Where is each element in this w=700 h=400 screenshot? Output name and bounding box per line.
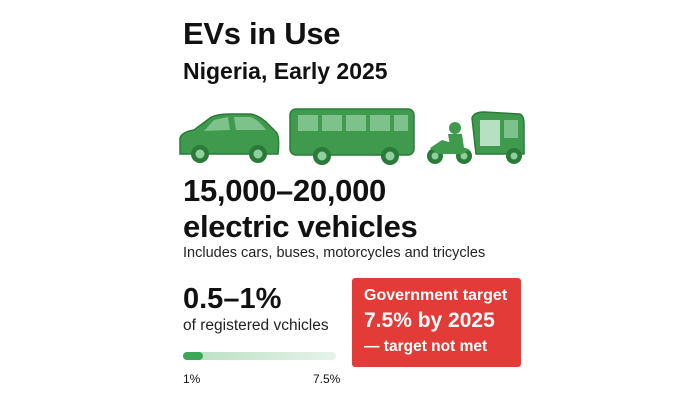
share-value: 0.5–1%	[183, 283, 282, 315]
motorcycle-icon	[427, 122, 472, 164]
includes-note: Includes cars, buses, motorcycles and tr…	[183, 245, 486, 261]
share-label: of registered vchicles	[183, 317, 329, 334]
ev-count-range: 15,000–20,000	[183, 173, 386, 208]
page-subtitle: Nigeria, Early 2025	[183, 58, 388, 84]
vehicle-illustrations	[179, 108, 525, 165]
progress-bar	[183, 352, 336, 360]
car-icon	[179, 113, 280, 163]
target-status: — target not met	[364, 338, 488, 355]
target-heading: Government target	[364, 287, 508, 304]
progress-bar-fill	[183, 352, 204, 360]
government-target-callout: Government target 7.5% by 2025 — target …	[352, 278, 521, 367]
progress-max-label: 7.5%	[313, 372, 341, 386]
ev-count-label: electric vehicles	[183, 209, 418, 244]
page-title: EVs in Use	[183, 16, 341, 51]
ev-count: 15,000–20,000 electric vehicles	[183, 173, 418, 245]
target-value: 7.5% by 2025	[364, 309, 495, 332]
tricycle-icon	[471, 111, 525, 164]
bus-icon	[289, 108, 415, 165]
progress-min-label: 1%	[183, 372, 201, 386]
